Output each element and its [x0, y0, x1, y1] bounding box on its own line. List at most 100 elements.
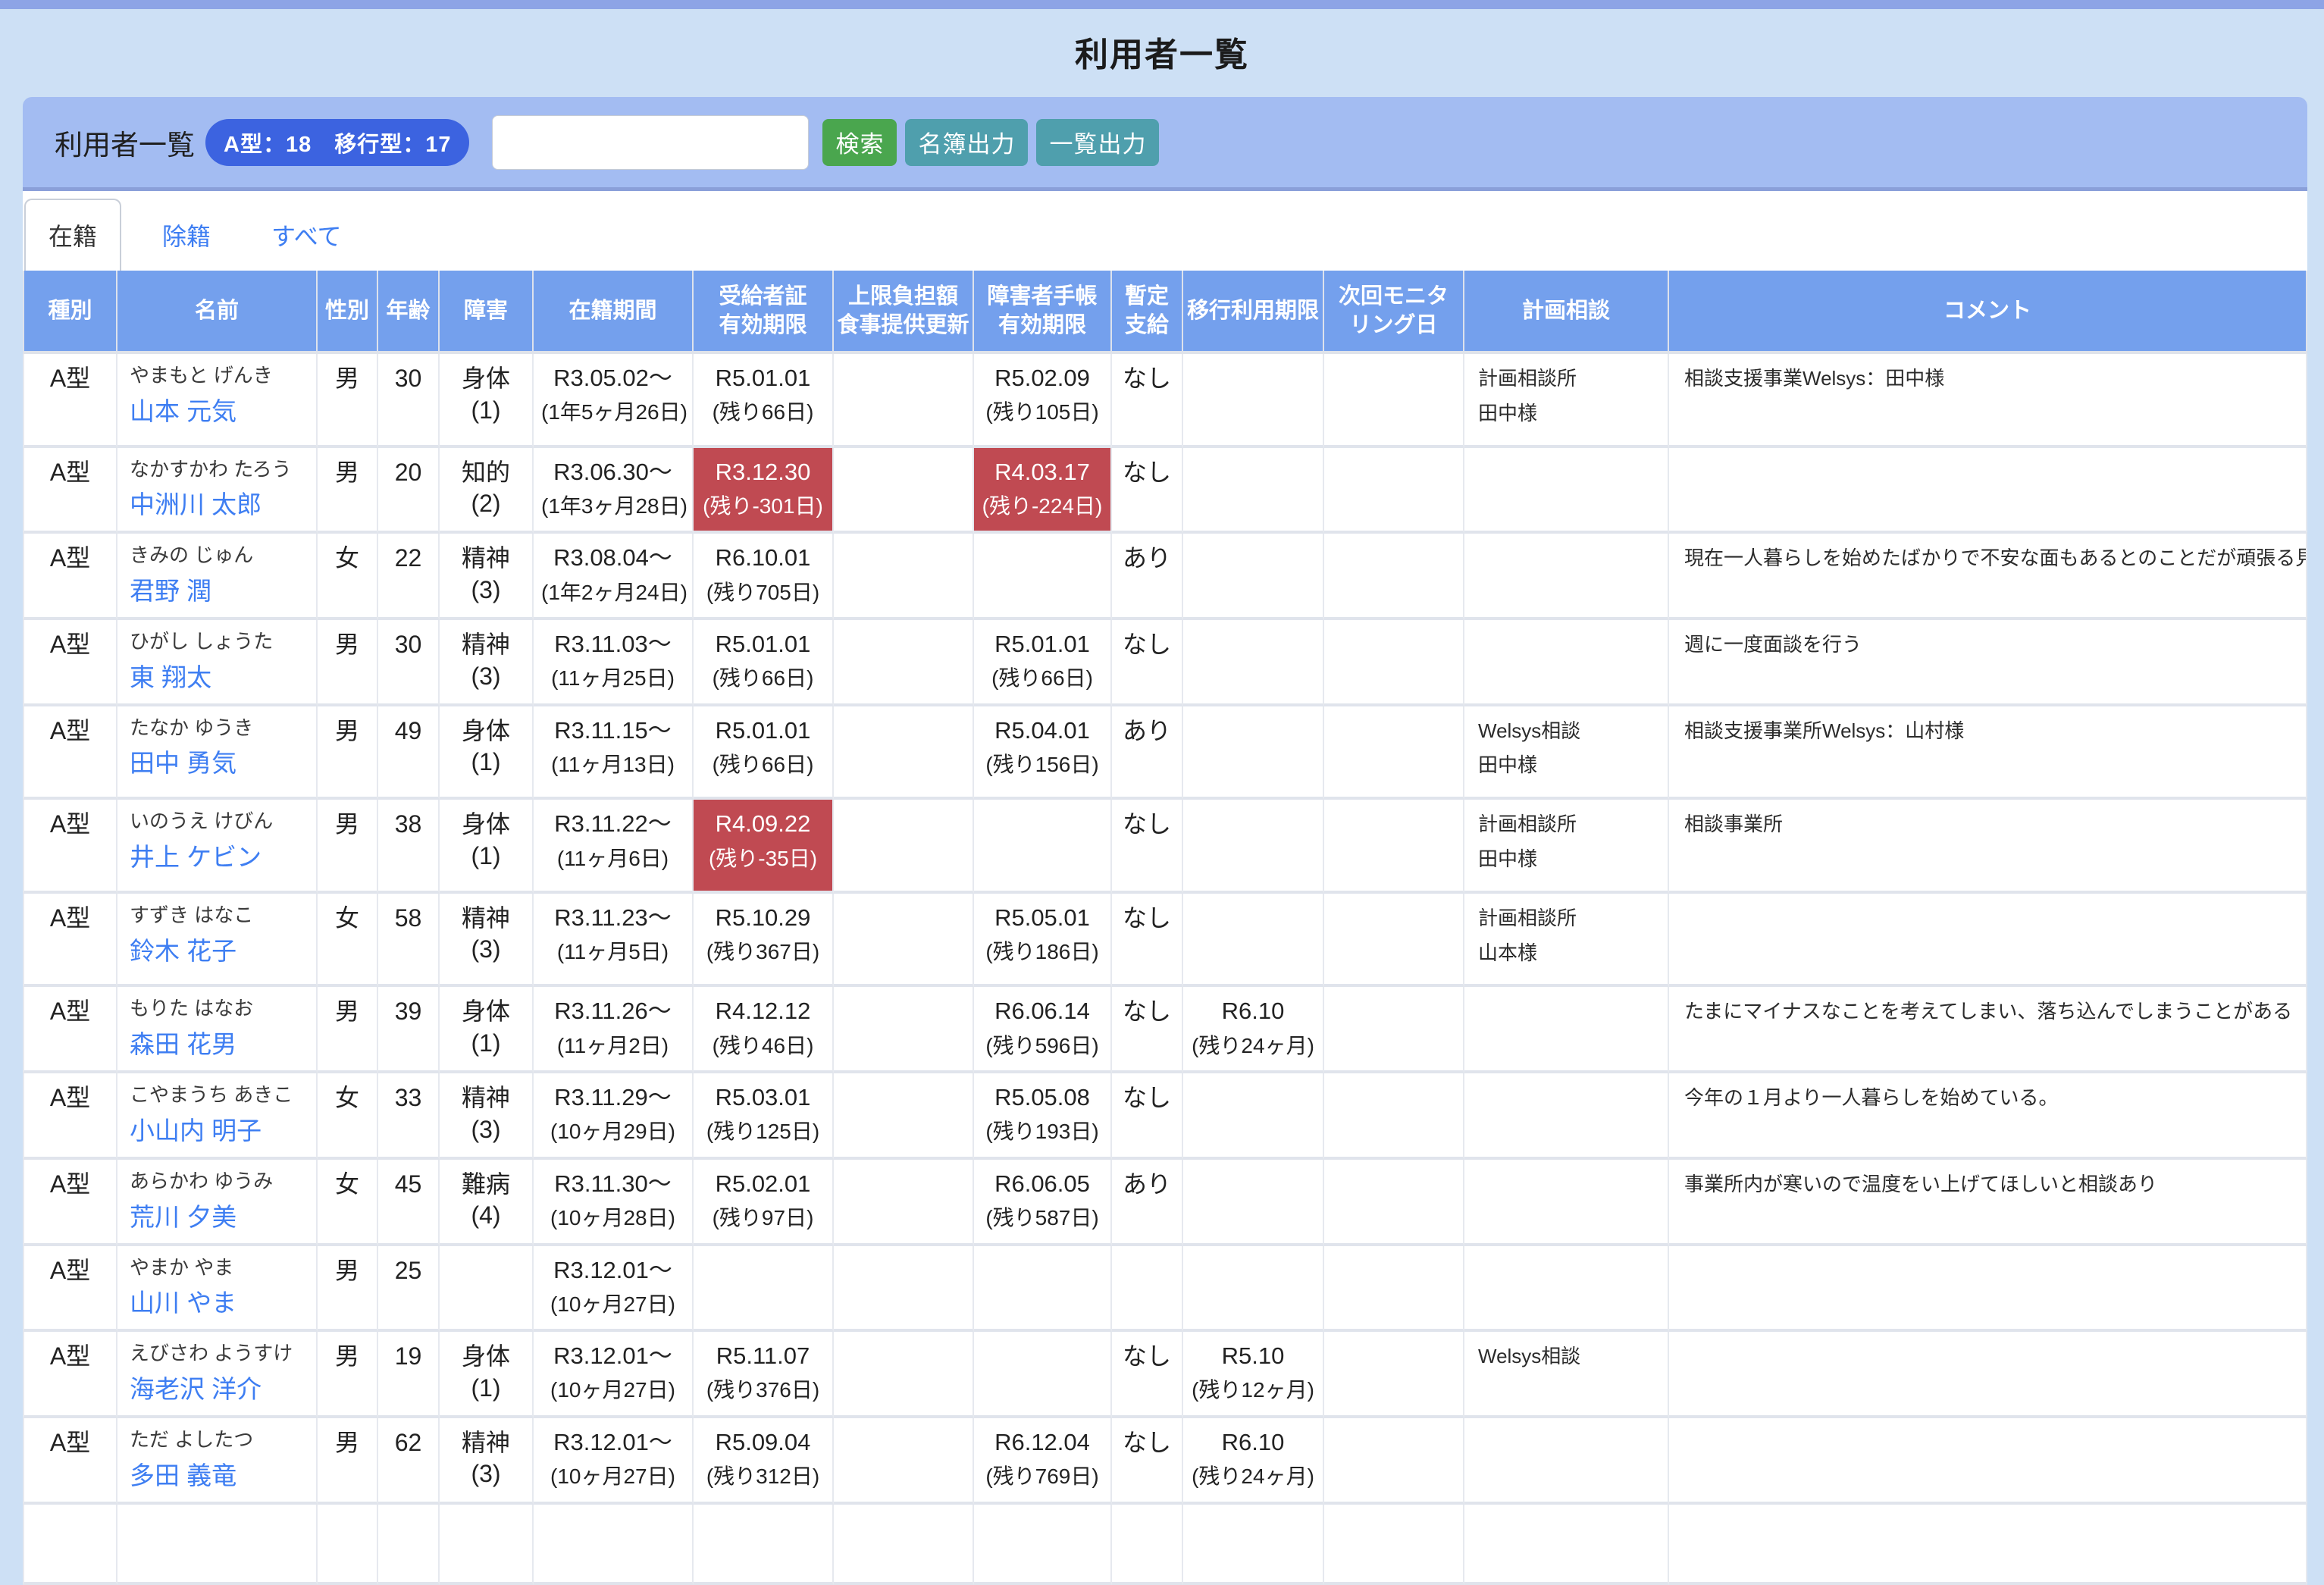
- cell-disability: 知的(2): [440, 447, 534, 534]
- cell-age: 58: [378, 893, 440, 988]
- user-name-link[interactable]: 小山内 明子: [130, 1116, 262, 1145]
- table-row: A型 なかすかわ たろう 中洲川 太郎男 20 知的(2) R3.06.30～ (1年3ヶ月…: [23, 447, 2307, 534]
- cell-plan-consultation: [1464, 1504, 1669, 1585]
- cell-meal-update: [834, 706, 974, 800]
- user-name-link[interactable]: 荒川 夕美: [130, 1202, 237, 1231]
- user-name-link[interactable]: 井上 ケビン: [130, 843, 262, 872]
- user-name-link[interactable]: 山本 元気: [130, 396, 237, 425]
- user-furigana: もりた はなお: [130, 997, 254, 1020]
- cell-gender: 女: [318, 1159, 378, 1246]
- cell-provisional: あり: [1112, 534, 1183, 620]
- cell-comment: 今年の１月より一人暮らしを始めている。: [1669, 1073, 2307, 1160]
- cell-next-monitoring: [1324, 800, 1464, 894]
- cell-provisional: なし: [1112, 447, 1183, 534]
- table-row: A型 あらかわ ゆうみ 荒川 夕美女 45 難病(4) R3.11.30～ (10ヶ月28日…: [23, 1159, 2307, 1246]
- users-table: 種別 名前 性別 年齢 障害 在籍期間 受給者証 有効期限 上限負担額 食事提供更新 障害者手帳 有効…: [23, 271, 2307, 1585]
- cell-age: [378, 1504, 440, 1585]
- cell-type: [23, 1504, 117, 1585]
- cell-disability: 精神(3): [440, 1417, 534, 1505]
- cell-gender: 男: [318, 706, 378, 800]
- user-name-link[interactable]: 山川 やま: [130, 1289, 237, 1317]
- cell-handbook-expiry: R5.02.09 (残り105日): [974, 354, 1112, 448]
- cell-name: ただ よしたつ 多田 義竜: [117, 1417, 318, 1505]
- cell-meal-update: [834, 1417, 974, 1505]
- cell-comment: 週に一度面談を行う: [1669, 619, 2307, 706]
- cell-disability: 精神(3): [440, 619, 534, 706]
- cell-disability: 難病(4): [440, 1159, 534, 1246]
- cell-meal-update: [834, 354, 974, 448]
- roster-export-button[interactable]: 名簿出力: [905, 118, 1029, 166]
- user-name-link[interactable]: 鈴木 花子: [130, 936, 237, 965]
- user-name-link[interactable]: 東 翔太: [130, 663, 212, 691]
- cell-gender: 男: [318, 1332, 378, 1418]
- cell-certificate-expiry: R5.10.29 (残り367日): [694, 893, 834, 988]
- cell-plan-consultation: [1464, 447, 1669, 534]
- cell-age: 30: [378, 619, 440, 706]
- cell-certificate-expiry: R5.09.04 (残り312日): [694, 1417, 834, 1505]
- cell-next-monitoring: [1324, 1159, 1464, 1246]
- cell-disability: 精神(3): [440, 893, 534, 988]
- tab-enrolled[interactable]: 在籍: [24, 199, 122, 271]
- cell-provisional: なし: [1112, 987, 1183, 1074]
- cell-next-monitoring: [1324, 1417, 1464, 1505]
- tab-removed[interactable]: 除籍: [162, 223, 211, 250]
- table-row: A型 すずき はなこ 鈴木 花子女 58 精神(3) R3.11.23～ (11ヶ月5日) R…: [23, 893, 2307, 988]
- tab-bar: 在籍 除籍 すべて: [23, 191, 2307, 271]
- column-header-type: 種別: [23, 271, 117, 354]
- table-row: A型 ただ よしたつ 多田 義竜男 62 精神(3) R3.12.01～ (10ヶ月27日)…: [23, 1417, 2307, 1505]
- search-input[interactable]: [492, 114, 810, 170]
- cell-age: 33: [378, 1073, 440, 1160]
- cell-next-monitoring: [1324, 706, 1464, 800]
- top-accent-strip: [0, 0, 2324, 9]
- cell-type: A型: [23, 534, 117, 620]
- list-export-button[interactable]: 一覧出力: [1036, 118, 1160, 166]
- user-name-link[interactable]: 中洲川 太郎: [130, 490, 262, 519]
- cell-handbook-expiry: R5.05.01 (残り186日): [974, 893, 1112, 988]
- cell-enroll-period: R3.12.01～ (10ヶ月27日): [534, 1245, 694, 1333]
- search-button[interactable]: 検索: [822, 118, 897, 166]
- cell-disability: 精神(3): [440, 534, 534, 620]
- cell-type: A型: [23, 354, 117, 448]
- cell-transition-limit: [1183, 1504, 1324, 1585]
- column-header-plan: 計画相談: [1464, 271, 1669, 354]
- cell-enroll-period: R3.08.04～ (1年2ヶ月24日): [534, 534, 694, 620]
- cell-gender: [318, 1504, 378, 1585]
- cell-certificate-expiry: [694, 1504, 834, 1585]
- cell-next-monitoring: [1324, 534, 1464, 620]
- table-row: A型 たなか ゆうき 田中 勇気男 49 身体(1) R3.11.15～ (11ヶ月13日)…: [23, 706, 2307, 800]
- cell-transition-limit: [1183, 534, 1324, 620]
- user-name-link[interactable]: 海老沢 洋介: [130, 1374, 262, 1403]
- user-name-link[interactable]: 田中 勇気: [130, 749, 237, 778]
- cell-gender: 男: [318, 800, 378, 894]
- cell-transition-limit: [1183, 619, 1324, 706]
- cell-certificate-expiry: R6.10.01 (残り705日): [694, 534, 834, 620]
- column-header-transition: 移行利用期限: [1183, 271, 1324, 354]
- table-head: 種別 名前 性別 年齢 障害 在籍期間 受給者証 有効期限 上限負担額 食事提供更新 障害者手帳 有効…: [23, 271, 2307, 354]
- cell-meal-update: [834, 619, 974, 706]
- cell-provisional: なし: [1112, 354, 1183, 448]
- user-name-link[interactable]: 多田 義竜: [130, 1461, 237, 1489]
- user-name-link[interactable]: 森田 花男: [130, 1030, 237, 1059]
- cell-enroll-period: R3.11.03～ (11ヶ月25日): [534, 619, 694, 706]
- user-furigana: いのうえ けびん: [130, 810, 274, 833]
- cell-handbook-expiry: [974, 800, 1112, 894]
- tab-all[interactable]: すべて: [271, 223, 342, 250]
- column-header-meal: 上限負担額 食事提供更新: [834, 271, 974, 354]
- cell-name: なかすかわ たろう 中洲川 太郎: [117, 447, 318, 534]
- cell-gender: 男: [318, 354, 378, 448]
- page-title: 利用者一覧: [1075, 36, 1249, 74]
- cell-plan-consultation: Welsys相談: [1464, 1332, 1669, 1418]
- column-header-monitoring: 次回モニタ リング日: [1324, 271, 1464, 354]
- table-row: A型 やまもと げんき 山本 元気男 30 身体(1) R3.05.02～ (1年5ヶ月26…: [23, 354, 2307, 448]
- cell-certificate-expiry: R5.01.01 (残り66日): [694, 354, 834, 448]
- cell-comment: [1669, 893, 2307, 988]
- cell-next-monitoring: [1324, 447, 1464, 534]
- count-badge: A型：18 移行型：17: [205, 118, 470, 166]
- cell-provisional: [1112, 1245, 1183, 1333]
- cell-age: 30: [378, 354, 440, 448]
- cell-handbook-expiry: [974, 1245, 1112, 1333]
- cell-name: たなか ゆうき 田中 勇気: [117, 706, 318, 800]
- cell-handbook-expiry: R6.12.04 (残り769日): [974, 1417, 1112, 1505]
- column-header-certificate: 受給者証 有効期限: [694, 271, 834, 354]
- user-name-link[interactable]: 君野 潤: [130, 577, 212, 606]
